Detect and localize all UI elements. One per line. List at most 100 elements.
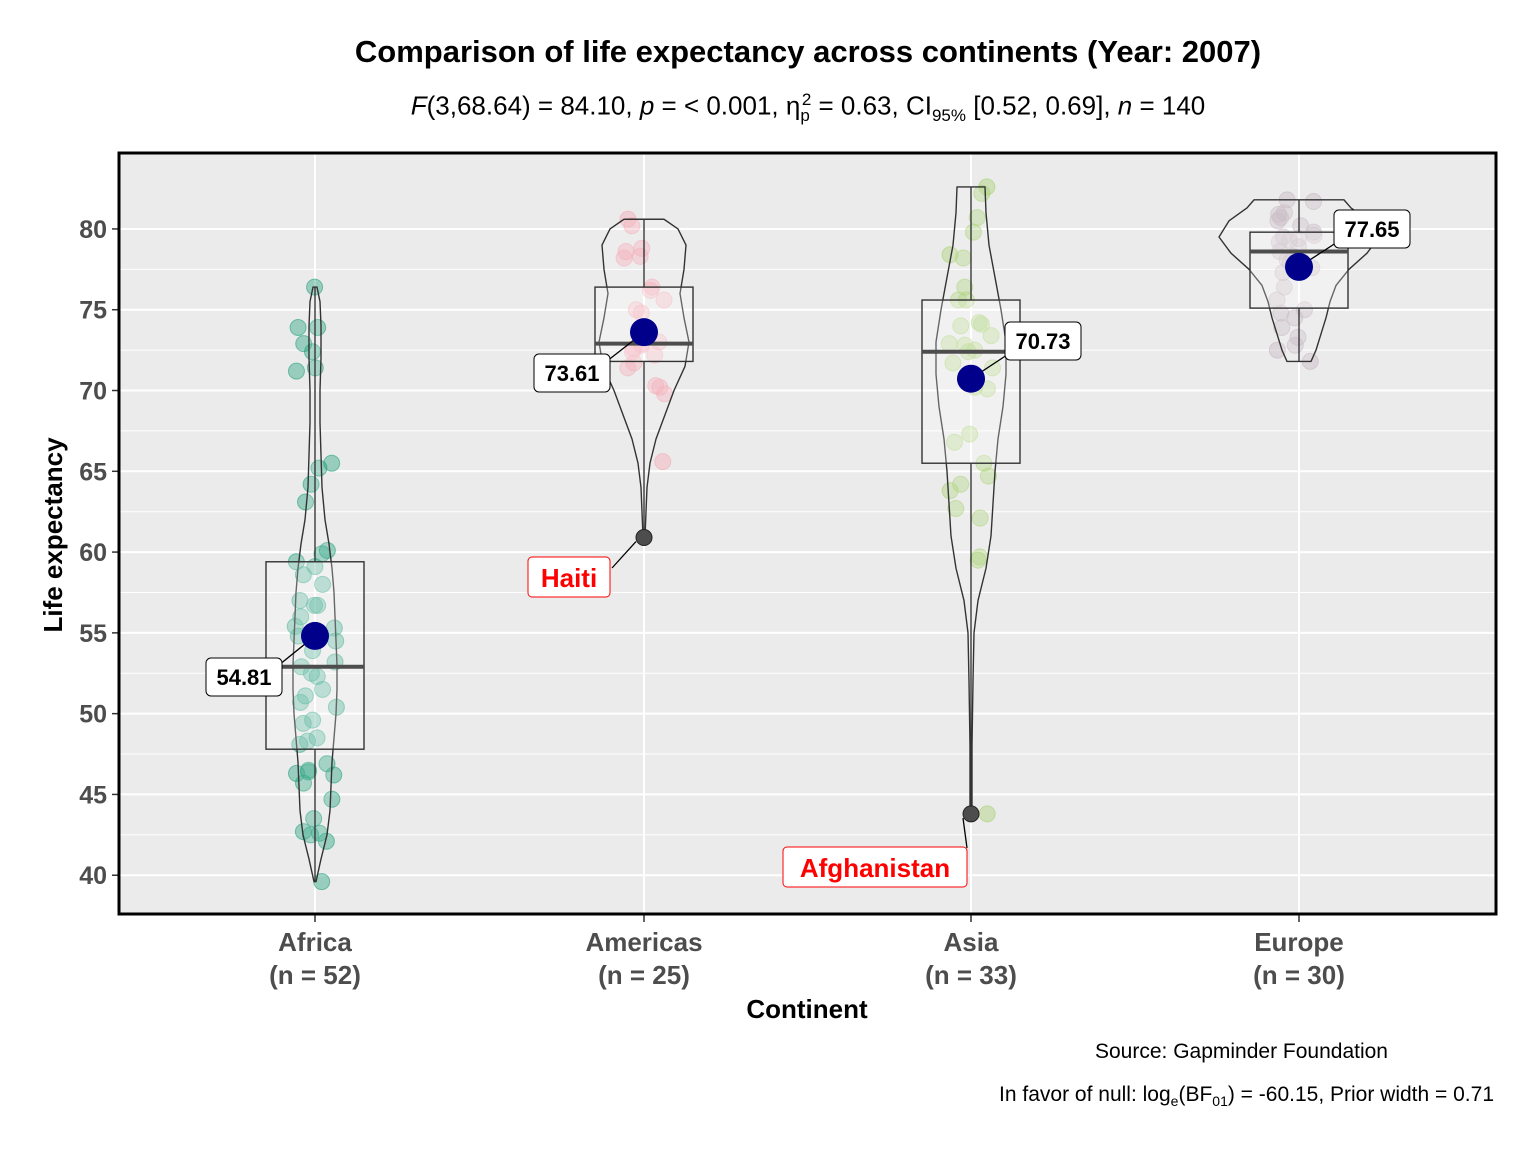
data-point [972,315,990,333]
mean-point [630,318,658,347]
data-point [308,729,326,747]
ci-sub: 95% [931,105,966,125]
y-tick-label: 70 [79,378,107,406]
data-point [323,454,341,472]
y-axis-title: Life expectancy [38,437,68,633]
group-europe: 77.65 Europe(n = 30) [1218,191,1411,990]
bf-mid: (BF [1178,1083,1213,1106]
x-tick-count: (n = 52) [269,960,361,990]
mean-label-box [205,657,283,697]
eta-value: = 0.63, CI [811,90,932,121]
mean-label: 73.61 [544,361,599,386]
x-tick-count: (n = 25) [598,960,690,990]
data-point [1272,209,1290,227]
mean-point [957,364,985,393]
eta-sup: 2 [801,90,812,109]
data-point [323,790,341,808]
violin-chart: 40 45 50 55 60 65 70 75 80 54.81 Africa(n = 52) Hai… [38,151,1498,1024]
n-value: = 140 [1132,90,1206,121]
chart-title: Comparison of life expectancy across con… [354,34,1262,69]
data-point [1273,318,1291,336]
data-point [325,766,343,784]
f-df: (3,68.64) = 84.10, [426,90,640,121]
data-point [654,453,672,471]
data-point [294,566,312,584]
group-americas: Haiti 73.61 Americas(n = 25) [527,210,703,990]
data-point [952,317,970,335]
bf-suffix: ) = -60.15, Prior width = 0.71 [1227,1083,1494,1106]
bf-sub: 01 [1212,1093,1228,1110]
y-tick-label: 55 [79,620,107,648]
data-point [946,433,964,451]
x-tick-count: (n = 30) [1253,960,1345,990]
data-point [944,354,962,372]
outlier-leader [611,541,637,569]
data-point [314,575,332,593]
mean-label: 70.73 [1015,329,1070,354]
data-point [655,291,673,309]
outlier-point [635,529,653,547]
data-point [305,810,323,828]
data-point [287,362,305,380]
x-axis-title: Continent [746,994,868,1024]
data-point [941,482,959,500]
data-point [623,217,641,235]
data-point [984,359,1002,377]
data-point [291,693,309,711]
data-point [289,318,307,336]
data-point [947,499,965,517]
y-tick-label: 50 [79,701,107,729]
mean-label: 54.81 [216,665,271,690]
outlier-label: Afghanistan [800,853,950,883]
x-tick-label: Europe [1254,927,1344,957]
bf-prefix: In favor of null: log [999,1083,1171,1106]
plot-panel [119,153,1496,914]
y-tick-label: 40 [79,862,107,890]
mean-label-box [1333,209,1411,249]
x-tick-label: Americas [585,927,702,957]
mean-label-box [533,353,611,393]
box [265,561,365,750]
mean-point [1285,252,1313,281]
source-caption: Source: Gapminder Foundation [1094,1040,1388,1063]
data-point [304,711,322,729]
data-point [952,475,970,493]
y-tick-label: 65 [79,458,107,486]
data-point [318,541,336,559]
mean-point [301,621,329,650]
p-value: = < 0.001, [654,90,786,121]
data-point [305,596,323,614]
y-tick-label: 75 [79,297,107,325]
mean-label-box [1004,321,1082,361]
group-africa: 54.81 Africa(n = 52) [205,278,365,990]
bf-base: e [1170,1093,1179,1110]
outlier-label-box [527,556,611,598]
x-tick-label: Asia [944,927,999,957]
outlier-leader [962,817,968,849]
data-point [1269,212,1287,230]
x-tick-count: (n = 33) [925,960,1017,990]
bayes-caption: In favor of null: loge(BF01) = -60.15, P… [999,1083,1494,1109]
outlier-point [962,805,980,823]
data-point [641,281,659,299]
data-point [1270,205,1288,223]
y-tick-label: 80 [79,216,107,244]
data-point [961,425,979,443]
eta-sub: p [800,105,810,125]
n-label: n [1117,90,1133,121]
plot-border [117,151,1498,916]
mean-label: 77.65 [1344,217,1399,242]
data-point [971,509,989,527]
x-tick-label: Africa [278,927,352,957]
data-point [625,354,643,372]
group-asia: Afghanistan 70.73 Asia(n = 33) [782,178,1082,990]
f-label: F [410,90,427,121]
data-point [292,608,310,626]
y-tick-label: 45 [79,781,107,809]
outlier-label: Haiti [541,563,597,593]
data-point [1305,192,1323,210]
data-point [288,764,306,782]
data-point [982,327,1000,345]
data-point [1275,278,1293,296]
data-point [627,301,645,319]
